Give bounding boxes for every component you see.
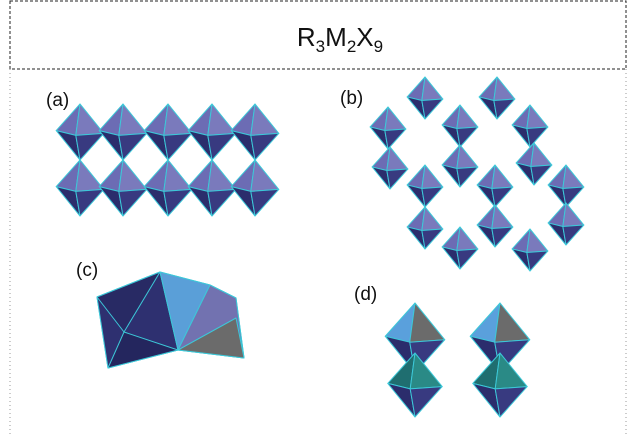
face (494, 386, 528, 418)
face (526, 126, 549, 148)
face (118, 188, 148, 217)
face (530, 142, 553, 168)
face (409, 386, 443, 418)
face (250, 103, 280, 136)
face (493, 76, 516, 102)
title-part: X (356, 22, 373, 52)
face (118, 132, 148, 161)
face (421, 98, 444, 120)
title-sub: 9 (374, 37, 383, 56)
face (250, 132, 280, 161)
face (421, 76, 444, 102)
face (526, 250, 549, 272)
face (493, 98, 516, 120)
polyhedra (55, 76, 585, 418)
face (163, 103, 193, 136)
face (118, 103, 148, 136)
panel-label: (d) (354, 284, 377, 305)
face (562, 202, 585, 228)
panel-label: (a) (46, 90, 69, 111)
face (409, 302, 446, 343)
face (456, 166, 479, 188)
face (456, 248, 479, 270)
face (456, 144, 479, 170)
face (456, 126, 479, 148)
face (421, 228, 444, 250)
face (491, 164, 514, 190)
panel-c-polyhedra (96, 271, 245, 369)
panel-label: (c) (76, 260, 98, 281)
face (250, 188, 280, 217)
face (421, 186, 444, 208)
face (421, 206, 444, 232)
face (562, 186, 585, 208)
title-part: R (297, 22, 316, 52)
face (526, 104, 549, 130)
title-sub: 3 (316, 37, 325, 56)
face (456, 104, 479, 130)
face (530, 164, 553, 186)
face (384, 128, 407, 150)
face (118, 159, 148, 192)
face (177, 317, 245, 359)
face (562, 224, 585, 246)
face (491, 186, 514, 208)
panel-label: (b) (340, 88, 363, 109)
title-part: M (325, 22, 347, 52)
face (491, 204, 514, 230)
face (386, 168, 409, 190)
face (96, 271, 161, 333)
face (163, 188, 193, 217)
face (526, 228, 549, 254)
face (562, 164, 585, 190)
face (75, 132, 105, 161)
title-sub: 2 (347, 37, 356, 56)
title-box (9, 0, 627, 70)
face (107, 331, 179, 369)
face (163, 159, 193, 192)
face (494, 302, 531, 343)
face (491, 226, 514, 248)
face (163, 132, 193, 161)
face (75, 188, 105, 217)
face (207, 188, 237, 217)
title: R3M2X9 (297, 22, 383, 56)
face (384, 106, 407, 132)
face (250, 159, 280, 192)
face (456, 226, 479, 252)
face (386, 146, 409, 172)
face (207, 132, 237, 161)
face (421, 164, 444, 190)
